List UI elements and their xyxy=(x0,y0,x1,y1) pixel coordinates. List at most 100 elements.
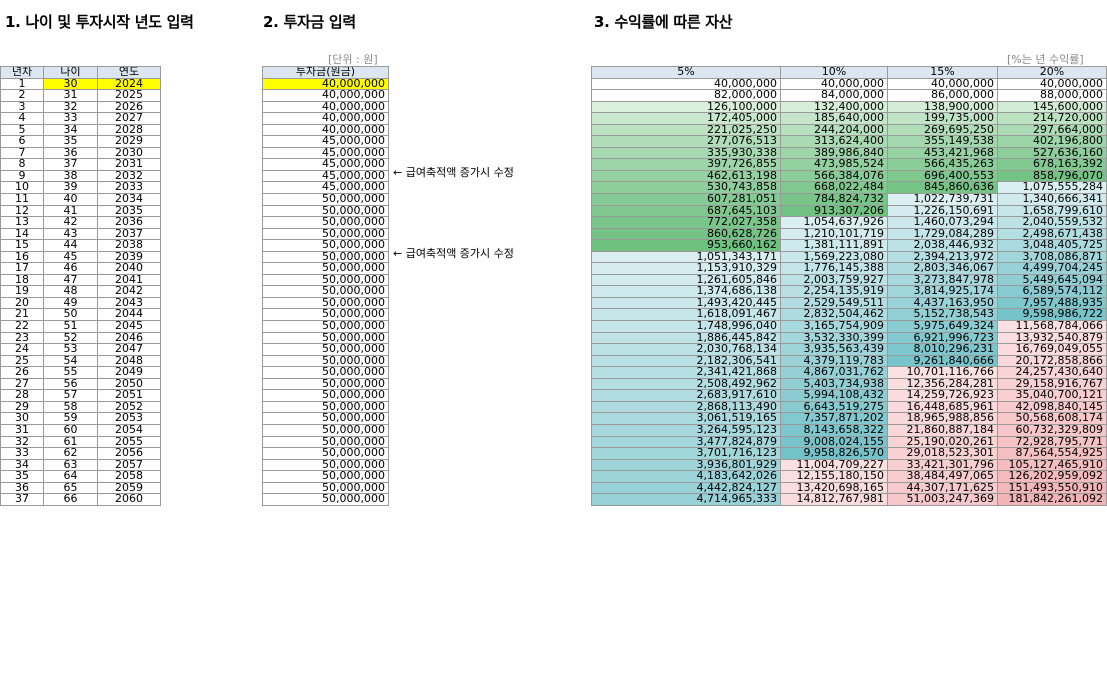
cell-value-5[interactable]: 462,613,198 xyxy=(591,169,781,183)
cell-year-count[interactable]: 12 xyxy=(0,204,44,218)
cell-principal[interactable]: 40,000,000 xyxy=(262,112,389,125)
cell-value-5[interactable]: 1,051,343,171 xyxy=(591,250,781,264)
cell-value-15[interactable]: 696,400,553 xyxy=(887,169,998,183)
cell-year[interactable]: 2040 xyxy=(97,262,161,275)
cell-age[interactable]: 52 xyxy=(43,331,98,345)
cell-age[interactable]: 30 xyxy=(43,77,98,91)
cell-value-15[interactable]: 16,448,685,961 xyxy=(887,400,998,414)
cell-year[interactable]: 2039 xyxy=(97,250,161,264)
cell-age[interactable]: 44 xyxy=(43,239,98,252)
cell-value-20[interactable]: 88,000,000 xyxy=(997,89,1107,102)
cell-year-count[interactable]: 27 xyxy=(0,377,44,391)
cell-year[interactable]: 2053 xyxy=(97,412,161,425)
cell-age[interactable]: 48 xyxy=(43,285,98,298)
cell-value-10[interactable]: 1,054,637,926 xyxy=(780,216,888,229)
cell-value-5[interactable]: 4,714,965,333 xyxy=(591,493,781,506)
cell-age[interactable]: 36 xyxy=(43,146,98,160)
cell-principal[interactable]: 50,000,000 xyxy=(262,262,389,275)
cell-value-15[interactable]: 12,356,284,281 xyxy=(887,377,998,391)
cell-principal[interactable]: 45,000,000 xyxy=(262,135,389,148)
cell-value-5[interactable]: 1,493,420,445 xyxy=(591,296,781,310)
cell-age[interactable]: 59 xyxy=(43,412,98,425)
cell-value-20[interactable]: 11,568,784,066 xyxy=(997,320,1107,333)
cell-year-count[interactable]: 2 xyxy=(0,89,44,102)
cell-year[interactable]: 2055 xyxy=(97,435,161,449)
cell-age[interactable]: 33 xyxy=(43,112,98,125)
cell-value-20[interactable]: 678,163,392 xyxy=(997,158,1107,171)
cell-value-5[interactable]: 530,743,858 xyxy=(591,181,781,194)
cell-year-count[interactable]: 36 xyxy=(0,481,44,495)
cell-age[interactable]: 31 xyxy=(43,89,98,102)
cell-year-count[interactable]: 11 xyxy=(0,193,44,206)
cell-year-count[interactable]: 35 xyxy=(0,470,44,483)
cell-year[interactable]: 2052 xyxy=(97,400,161,414)
cell-principal[interactable]: 40,000,000 xyxy=(262,89,389,102)
cell-value-20[interactable]: 1,075,555,284 xyxy=(997,181,1107,194)
cell-value-15[interactable]: 1,022,739,731 xyxy=(887,193,998,206)
cell-year-count[interactable]: 1 xyxy=(0,77,44,91)
cell-age[interactable]: 46 xyxy=(43,262,98,275)
cell-value-5[interactable]: 2,341,421,868 xyxy=(591,366,781,379)
cell-value-10[interactable]: 313,624,400 xyxy=(780,135,888,148)
cell-value-15[interactable]: 86,000,000 xyxy=(887,89,998,102)
cell-age[interactable]: 45 xyxy=(43,250,98,264)
cell-value-20[interactable]: 87,564,554,925 xyxy=(997,447,1107,460)
cell-value-5[interactable]: 40,000,000 xyxy=(591,77,781,91)
cell-value-15[interactable]: 38,484,497,065 xyxy=(887,470,998,483)
cell-value-15[interactable]: 1,729,084,289 xyxy=(887,227,998,241)
cell-year[interactable]: 2054 xyxy=(97,423,161,437)
cell-value-15[interactable]: 566,435,263 xyxy=(887,158,998,171)
cell-value-15[interactable]: 21,860,887,184 xyxy=(887,423,998,437)
cell-age[interactable]: 60 xyxy=(43,423,98,437)
cell-year-count[interactable]: 37 xyxy=(0,493,44,506)
cell-value-15[interactable]: 138,900,000 xyxy=(887,100,998,114)
cell-year[interactable]: 2037 xyxy=(97,227,161,241)
cell-value-20[interactable]: 6,589,574,112 xyxy=(997,285,1107,298)
cell-value-20[interactable]: 16,769,049,055 xyxy=(997,343,1107,356)
cell-value-15[interactable]: 10,701,116,766 xyxy=(887,366,998,379)
cell-value-15[interactable]: 1,226,150,691 xyxy=(887,204,998,218)
cell-principal[interactable]: 50,000,000 xyxy=(262,331,389,345)
cell-age[interactable]: 38 xyxy=(43,169,98,183)
cell-age[interactable]: 50 xyxy=(43,308,98,322)
cell-principal[interactable]: 40,000,000 xyxy=(262,123,389,137)
cell-principal[interactable]: 50,000,000 xyxy=(262,412,389,425)
cell-value-5[interactable]: 772,027,358 xyxy=(591,216,781,229)
cell-year[interactable]: 2028 xyxy=(97,123,161,137)
cell-age[interactable]: 62 xyxy=(43,447,98,460)
cell-age[interactable]: 63 xyxy=(43,458,98,472)
cell-age[interactable]: 56 xyxy=(43,377,98,391)
cell-value-20[interactable]: 402,196,800 xyxy=(997,135,1107,148)
cell-value-5[interactable]: 3,061,519,165 xyxy=(591,412,781,425)
cell-principal[interactable]: 45,000,000 xyxy=(262,146,389,160)
cell-value-5[interactable]: 3,936,801,929 xyxy=(591,458,781,472)
cell-value-10[interactable]: 389,986,840 xyxy=(780,146,888,160)
cell-value-10[interactable]: 2,529,549,511 xyxy=(780,296,888,310)
cell-value-15[interactable]: 5,152,738,543 xyxy=(887,308,998,322)
cell-year-count[interactable]: 14 xyxy=(0,227,44,241)
cell-value-20[interactable]: 126,202,959,092 xyxy=(997,470,1107,483)
cell-age[interactable]: 35 xyxy=(43,135,98,148)
cell-value-20[interactable]: 1,658,799,610 xyxy=(997,204,1107,218)
cell-age[interactable]: 32 xyxy=(43,100,98,114)
cell-value-20[interactable]: 151,493,550,910 xyxy=(997,481,1107,495)
cell-year-count[interactable]: 17 xyxy=(0,262,44,275)
cell-value-15[interactable]: 269,695,250 xyxy=(887,123,998,137)
cell-year[interactable]: 2038 xyxy=(97,239,161,252)
cell-value-20[interactable]: 42,098,840,145 xyxy=(997,400,1107,414)
cell-age[interactable]: 61 xyxy=(43,435,98,449)
cell-value-20[interactable]: 527,636,160 xyxy=(997,146,1107,160)
cell-age[interactable]: 57 xyxy=(43,389,98,402)
cell-value-5[interactable]: 1,374,686,138 xyxy=(591,285,781,298)
cell-principal[interactable]: 50,000,000 xyxy=(262,320,389,333)
cell-value-5[interactable]: 953,660,162 xyxy=(591,239,781,252)
cell-year[interactable]: 2033 xyxy=(97,181,161,194)
cell-value-20[interactable]: 50,568,608,174 xyxy=(997,412,1107,425)
cell-year-count[interactable]: 34 xyxy=(0,458,44,472)
cell-year-count[interactable]: 3 xyxy=(0,100,44,114)
cell-value-5[interactable]: 2,683,917,610 xyxy=(591,389,781,402)
cell-year[interactable]: 2030 xyxy=(97,146,161,160)
cell-year-count[interactable]: 19 xyxy=(0,285,44,298)
cell-value-5[interactable]: 221,025,250 xyxy=(591,123,781,137)
cell-year-count[interactable]: 25 xyxy=(0,354,44,368)
